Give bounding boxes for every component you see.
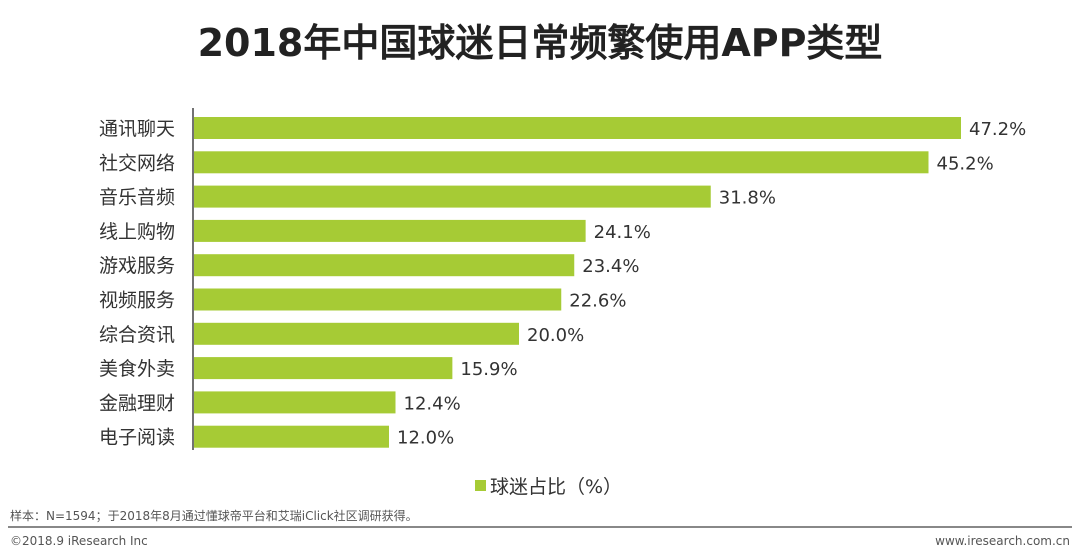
category-label: 游戏服务 <box>99 255 175 277</box>
data-label: 20.0% <box>527 325 584 346</box>
data-label: 15.9% <box>460 359 517 380</box>
legend-label: 球迷占比（%） <box>490 476 623 498</box>
bar <box>194 425 389 448</box>
category-label: 综合资讯 <box>99 324 175 346</box>
website: www.iresearch.com.cn <box>935 534 1070 548</box>
legend: 球迷占比（%） <box>475 472 622 499</box>
category-label: 社交网络 <box>99 152 175 174</box>
data-label: 24.1% <box>594 222 651 243</box>
category-label: 金融理财 <box>99 392 175 414</box>
copyright: ©2018.9 iResearch Inc <box>10 534 148 548</box>
bar <box>194 151 929 174</box>
data-label: 12.0% <box>397 428 454 449</box>
category-label: 美食外卖 <box>99 358 175 380</box>
category-label: 视频服务 <box>99 290 175 312</box>
bar <box>194 219 586 242</box>
bar <box>194 117 961 139</box>
data-label: 47.2% <box>969 119 1026 140</box>
legend-swatch <box>475 480 486 491</box>
category-label: 通讯聊天 <box>99 118 175 140</box>
category-label: 音乐音频 <box>99 187 175 209</box>
bar <box>194 288 562 311</box>
sample-note: 样本：N=1594；于2018年8月通过懂球帝平台和艾瑞iClick社区调研获得… <box>10 509 418 523</box>
bar <box>194 391 396 414</box>
data-label: 31.8% <box>719 188 776 209</box>
data-label: 45.2% <box>937 153 994 174</box>
footer-divider <box>8 526 1072 528</box>
bar <box>194 254 575 277</box>
bar <box>194 185 711 208</box>
data-label: 12.4% <box>404 393 461 414</box>
data-label: 23.4% <box>582 256 639 277</box>
bar <box>194 357 453 380</box>
chart-title: 2018年中国球迷日常频繁使用APP类型 <box>197 21 883 65</box>
category-label: 电子阅读 <box>99 427 175 449</box>
data-label: 22.6% <box>569 291 626 312</box>
category-label: 线上购物 <box>99 221 175 243</box>
bar <box>194 322 519 345</box>
